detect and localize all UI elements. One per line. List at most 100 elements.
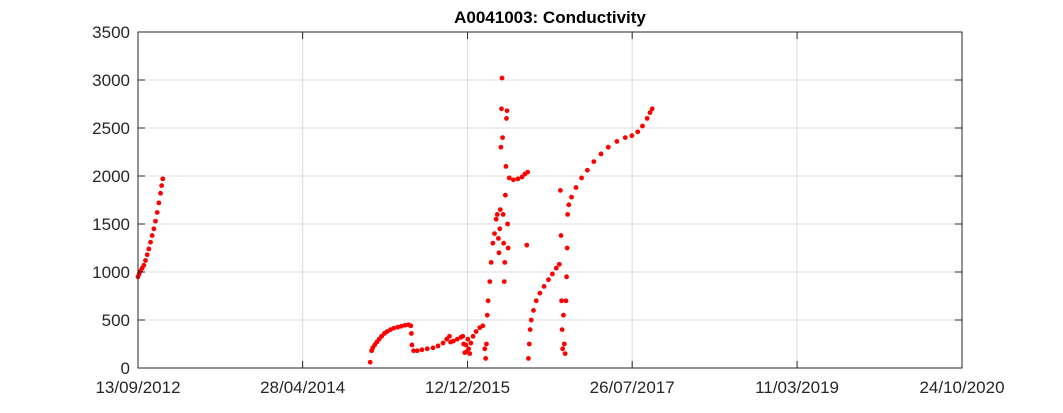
data-point: [558, 233, 564, 238]
plot-frame: [137, 31, 963, 369]
data-point: [505, 245, 511, 251]
data-point: [502, 192, 508, 198]
y-tick-label: 3500: [92, 23, 130, 42]
data-point: [566, 202, 572, 208]
data-point: [487, 279, 493, 284]
data-point: [497, 226, 503, 232]
data-point: [565, 212, 571, 217]
x-tick-label: 26/07/2017: [590, 378, 675, 397]
plot-area: [138, 32, 962, 368]
data-point: [564, 274, 569, 280]
x-tick-label: 28/04/2014: [260, 378, 345, 397]
data-point: [640, 123, 645, 129]
x-tick-label: 13/09/2012: [95, 378, 180, 397]
y-tick-label: 3000: [92, 71, 130, 90]
data-point: [146, 246, 152, 252]
data-point: [562, 351, 568, 356]
data-point: [153, 218, 158, 224]
data-point: [559, 298, 564, 304]
data-point: [440, 340, 446, 346]
data-point: [408, 323, 414, 329]
data-point: [454, 336, 460, 342]
data-point: [483, 356, 489, 361]
data-point: [484, 312, 490, 318]
data-point: [499, 75, 505, 81]
data-point: [450, 338, 456, 344]
data-point: [503, 164, 509, 169]
data-point: [430, 345, 436, 351]
data-point: [622, 135, 628, 141]
data-point: [501, 279, 507, 284]
data-point: [558, 188, 563, 193]
data-point: [158, 190, 163, 196]
data-point: [635, 129, 641, 135]
data-point: [156, 200, 162, 206]
data-point: [511, 177, 516, 183]
data-point: [490, 240, 496, 246]
data-point: [549, 271, 555, 277]
data-point: [629, 133, 635, 139]
data-point: [488, 260, 494, 265]
data-point: [398, 323, 404, 329]
data-point: [500, 135, 505, 141]
data-point: [541, 284, 547, 289]
data-point: [579, 175, 584, 181]
data-point: [497, 207, 503, 213]
data-point: [647, 110, 653, 116]
data-point: [144, 252, 150, 258]
x-tick-label: 24/10/2020: [919, 378, 1004, 397]
data-point: [605, 144, 611, 150]
data-point: [560, 346, 566, 352]
data-point: [528, 317, 534, 323]
data-point: [649, 106, 655, 112]
axis-ticks: [137, 31, 963, 369]
data-point: [414, 348, 420, 354]
data-point: [493, 216, 499, 222]
data-point: [504, 108, 510, 114]
data-point: [531, 308, 536, 313]
data-point: [151, 226, 157, 232]
y-tick-label: 2000: [92, 167, 130, 186]
data-point: [498, 144, 504, 150]
data-point: [395, 324, 401, 330]
data-point: [598, 151, 604, 157]
x-tick-label: 12/12/2015: [425, 378, 510, 397]
data-point: [435, 343, 441, 349]
chart-title: A0041003: Conductivity: [454, 8, 646, 27]
data-point: [614, 139, 620, 144]
data-point: [484, 341, 489, 347]
y-tick-label: 1500: [92, 215, 130, 234]
data-point: [492, 231, 497, 237]
data-point: [402, 322, 408, 328]
data-point: [585, 167, 590, 173]
data-point: [591, 159, 597, 165]
data-point: [480, 323, 486, 329]
data-point: [644, 116, 650, 121]
data-point: [141, 262, 147, 268]
data-point: [482, 346, 488, 352]
data-point: [533, 298, 539, 304]
data-point: [564, 245, 570, 251]
data-point: [525, 169, 531, 175]
data-point: [505, 221, 510, 227]
data-point: [502, 260, 508, 265]
data-point: [526, 341, 532, 347]
data-point: [408, 331, 414, 336]
data-point: [559, 327, 565, 332]
data-point: [524, 242, 530, 248]
data-point: [473, 329, 479, 334]
data-point: [447, 333, 452, 339]
data-point: [465, 336, 471, 342]
data-point: [367, 359, 373, 365]
data-point: [499, 106, 504, 112]
data-point: [143, 258, 148, 263]
data-point: [553, 265, 559, 271]
y-tick-label: 0: [121, 359, 130, 378]
data-point: [501, 240, 507, 246]
data-point: [468, 340, 474, 346]
y-axis-tick-labels: 0 500 1000 1500 2000 2500 3000 3500: [92, 23, 130, 378]
data-point: [506, 175, 512, 181]
y-tick-label: 500: [102, 311, 130, 330]
data-point: [561, 341, 567, 347]
x-tick-label: 11/03/2019: [755, 378, 839, 397]
